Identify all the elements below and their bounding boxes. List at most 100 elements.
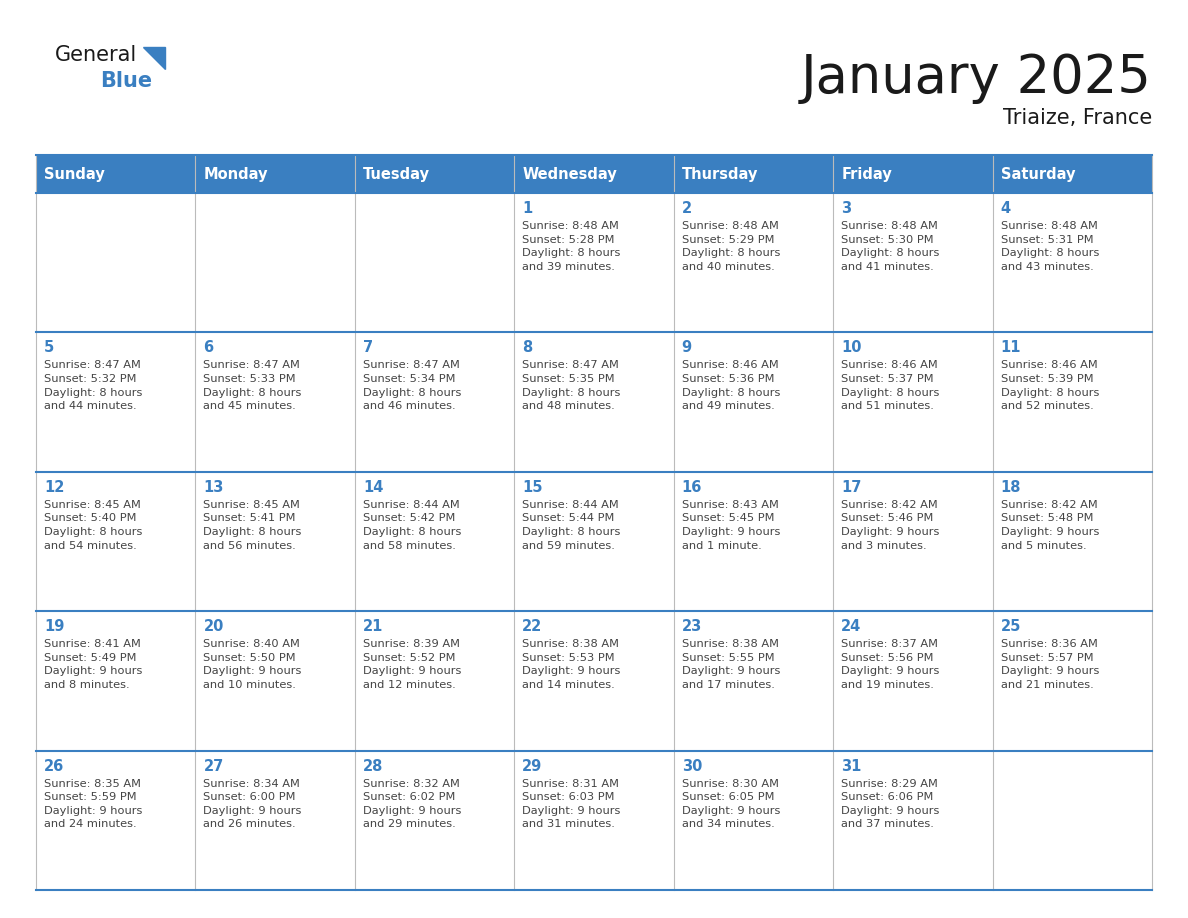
Text: Sunrise: 8:46 AM
Sunset: 5:37 PM
Daylight: 8 hours
and 51 minutes.: Sunrise: 8:46 AM Sunset: 5:37 PM Dayligh… [841,361,940,411]
Text: Sunday: Sunday [44,166,105,182]
Bar [514,472,674,611]
Text: 27: 27 [203,758,223,774]
Text: Sunrise: 8:44 AM
Sunset: 5:44 PM
Daylight: 8 hours
and 59 minutes.: Sunrise: 8:44 AM Sunset: 5:44 PM Dayligh… [523,499,620,551]
Text: 2: 2 [682,201,691,216]
Text: Triaize, France: Triaize, France [1003,108,1152,128]
Text: 29: 29 [523,758,543,774]
Text: Sunrise: 8:44 AM
Sunset: 5:42 PM
Daylight: 8 hours
and 58 minutes.: Sunrise: 8:44 AM Sunset: 5:42 PM Dayligh… [362,499,461,551]
Text: Saturday: Saturday [1000,166,1075,182]
Text: Sunrise: 8:47 AM
Sunset: 5:35 PM
Daylight: 8 hours
and 48 minutes.: Sunrise: 8:47 AM Sunset: 5:35 PM Dayligh… [523,361,620,411]
Text: Sunrise: 8:42 AM
Sunset: 5:48 PM
Daylight: 9 hours
and 5 minutes.: Sunrise: 8:42 AM Sunset: 5:48 PM Dayligh… [1000,499,1099,551]
Text: Sunrise: 8:48 AM
Sunset: 5:29 PM
Daylight: 8 hours
and 40 minutes.: Sunrise: 8:48 AM Sunset: 5:29 PM Dayligh… [682,221,781,272]
Text: Sunrise: 8:41 AM
Sunset: 5:49 PM
Daylight: 9 hours
and 8 minutes.: Sunrise: 8:41 AM Sunset: 5:49 PM Dayligh… [44,639,143,690]
Bar [514,193,674,332]
Text: Sunrise: 8:39 AM
Sunset: 5:52 PM
Daylight: 9 hours
and 12 minutes.: Sunrise: 8:39 AM Sunset: 5:52 PM Dayligh… [362,639,461,690]
Text: Sunrise: 8:36 AM
Sunset: 5:57 PM
Daylight: 9 hours
and 21 minutes.: Sunrise: 8:36 AM Sunset: 5:57 PM Dayligh… [1000,639,1099,690]
Text: Sunrise: 8:34 AM
Sunset: 6:00 PM
Daylight: 9 hours
and 26 minutes.: Sunrise: 8:34 AM Sunset: 6:00 PM Dayligh… [203,778,302,829]
Text: Sunrise: 8:31 AM
Sunset: 6:03 PM
Daylight: 9 hours
and 31 minutes.: Sunrise: 8:31 AM Sunset: 6:03 PM Dayligh… [523,778,620,829]
Bar [833,751,992,890]
Bar [674,751,833,890]
Text: Wednesday: Wednesday [523,166,617,182]
Text: 24: 24 [841,620,861,634]
Bar [355,751,514,890]
Bar [992,332,1152,472]
Polygon shape [143,47,165,69]
Text: 14: 14 [362,480,384,495]
Text: Sunrise: 8:47 AM
Sunset: 5:33 PM
Daylight: 8 hours
and 45 minutes.: Sunrise: 8:47 AM Sunset: 5:33 PM Dayligh… [203,361,302,411]
Text: 11: 11 [1000,341,1020,355]
Bar [992,751,1152,890]
Bar [674,155,833,193]
Text: Sunrise: 8:29 AM
Sunset: 6:06 PM
Daylight: 9 hours
and 37 minutes.: Sunrise: 8:29 AM Sunset: 6:06 PM Dayligh… [841,778,940,829]
Text: 19: 19 [44,620,64,634]
Text: Sunrise: 8:40 AM
Sunset: 5:50 PM
Daylight: 9 hours
and 10 minutes.: Sunrise: 8:40 AM Sunset: 5:50 PM Dayligh… [203,639,302,690]
Text: 5: 5 [44,341,55,355]
Text: 6: 6 [203,341,214,355]
Text: 9: 9 [682,341,691,355]
Bar [36,751,196,890]
Bar [196,472,355,611]
Bar [196,155,355,193]
Bar [833,155,992,193]
Text: Monday: Monday [203,166,268,182]
Text: 8: 8 [523,341,532,355]
Text: Sunrise: 8:37 AM
Sunset: 5:56 PM
Daylight: 9 hours
and 19 minutes.: Sunrise: 8:37 AM Sunset: 5:56 PM Dayligh… [841,639,940,690]
Text: 23: 23 [682,620,702,634]
Bar [196,751,355,890]
Bar [514,155,674,193]
Text: Sunrise: 8:45 AM
Sunset: 5:40 PM
Daylight: 8 hours
and 54 minutes.: Sunrise: 8:45 AM Sunset: 5:40 PM Dayligh… [44,499,143,551]
Bar [355,193,514,332]
Bar [36,472,196,611]
Text: Sunrise: 8:48 AM
Sunset: 5:28 PM
Daylight: 8 hours
and 39 minutes.: Sunrise: 8:48 AM Sunset: 5:28 PM Dayligh… [523,221,620,272]
Text: Thursday: Thursday [682,166,758,182]
Text: Sunrise: 8:47 AM
Sunset: 5:32 PM
Daylight: 8 hours
and 44 minutes.: Sunrise: 8:47 AM Sunset: 5:32 PM Dayligh… [44,361,143,411]
Text: Sunrise: 8:47 AM
Sunset: 5:34 PM
Daylight: 8 hours
and 46 minutes.: Sunrise: 8:47 AM Sunset: 5:34 PM Dayligh… [362,361,461,411]
Text: Sunrise: 8:30 AM
Sunset: 6:05 PM
Daylight: 9 hours
and 34 minutes.: Sunrise: 8:30 AM Sunset: 6:05 PM Dayligh… [682,778,781,829]
Text: Sunrise: 8:32 AM
Sunset: 6:02 PM
Daylight: 9 hours
and 29 minutes.: Sunrise: 8:32 AM Sunset: 6:02 PM Dayligh… [362,778,461,829]
Text: January 2025: January 2025 [801,52,1152,104]
Text: Sunrise: 8:48 AM
Sunset: 5:30 PM
Daylight: 8 hours
and 41 minutes.: Sunrise: 8:48 AM Sunset: 5:30 PM Dayligh… [841,221,940,272]
Bar [833,332,992,472]
Bar [196,193,355,332]
Bar [514,332,674,472]
Text: 4: 4 [1000,201,1011,216]
Text: Sunrise: 8:42 AM
Sunset: 5:46 PM
Daylight: 9 hours
and 3 minutes.: Sunrise: 8:42 AM Sunset: 5:46 PM Dayligh… [841,499,940,551]
Bar [355,332,514,472]
Text: Sunrise: 8:43 AM
Sunset: 5:45 PM
Daylight: 9 hours
and 1 minute.: Sunrise: 8:43 AM Sunset: 5:45 PM Dayligh… [682,499,781,551]
Text: 28: 28 [362,758,384,774]
Text: 12: 12 [44,480,64,495]
Text: Sunrise: 8:38 AM
Sunset: 5:53 PM
Daylight: 9 hours
and 14 minutes.: Sunrise: 8:38 AM Sunset: 5:53 PM Dayligh… [523,639,620,690]
Bar [36,193,196,332]
Text: 10: 10 [841,341,861,355]
Text: Blue: Blue [100,71,152,91]
Text: Sunrise: 8:45 AM
Sunset: 5:41 PM
Daylight: 8 hours
and 56 minutes.: Sunrise: 8:45 AM Sunset: 5:41 PM Dayligh… [203,499,302,551]
Text: 17: 17 [841,480,861,495]
Bar [355,611,514,751]
Text: Sunrise: 8:46 AM
Sunset: 5:39 PM
Daylight: 8 hours
and 52 minutes.: Sunrise: 8:46 AM Sunset: 5:39 PM Dayligh… [1000,361,1099,411]
Text: 26: 26 [44,758,64,774]
Bar [833,193,992,332]
Bar [992,472,1152,611]
Text: 13: 13 [203,480,223,495]
Text: 7: 7 [362,341,373,355]
Text: Sunrise: 8:38 AM
Sunset: 5:55 PM
Daylight: 9 hours
and 17 minutes.: Sunrise: 8:38 AM Sunset: 5:55 PM Dayligh… [682,639,781,690]
Bar [674,193,833,332]
Text: 18: 18 [1000,480,1020,495]
Bar [674,332,833,472]
Text: 21: 21 [362,620,384,634]
Bar [674,472,833,611]
Bar [833,611,992,751]
Text: Sunrise: 8:46 AM
Sunset: 5:36 PM
Daylight: 8 hours
and 49 minutes.: Sunrise: 8:46 AM Sunset: 5:36 PM Dayligh… [682,361,781,411]
Bar [674,611,833,751]
Bar [196,611,355,751]
Text: Friday: Friday [841,166,892,182]
Bar [355,472,514,611]
Text: Sunrise: 8:48 AM
Sunset: 5:31 PM
Daylight: 8 hours
and 43 minutes.: Sunrise: 8:48 AM Sunset: 5:31 PM Dayligh… [1000,221,1099,272]
Text: 3: 3 [841,201,852,216]
Text: 31: 31 [841,758,861,774]
Text: 15: 15 [523,480,543,495]
Bar [833,472,992,611]
Bar [992,193,1152,332]
Bar [514,611,674,751]
Bar [36,332,196,472]
